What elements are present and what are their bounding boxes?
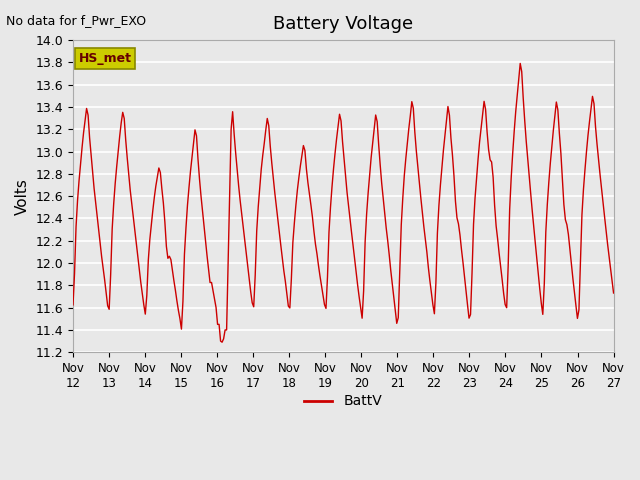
Text: No data for f_Pwr_EXO: No data for f_Pwr_EXO xyxy=(6,14,147,27)
Text: HS_met: HS_met xyxy=(79,52,131,65)
Title: Battery Voltage: Battery Voltage xyxy=(273,15,413,33)
Y-axis label: Volts: Volts xyxy=(15,178,30,215)
Legend: BattV: BattV xyxy=(299,389,388,414)
